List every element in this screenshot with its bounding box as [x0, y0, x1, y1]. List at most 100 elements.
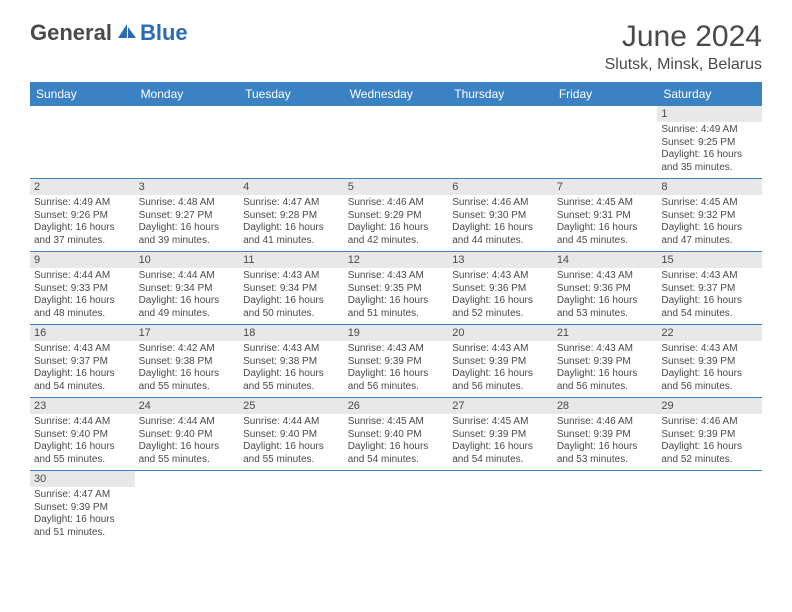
day-content: Sunrise: 4:43 AMSunset: 9:34 PMDaylight:…: [239, 268, 344, 324]
sunset-text: Sunset: 9:39 PM: [452, 356, 549, 369]
daylight-text: Daylight: 16 hours and 44 minutes.: [452, 222, 549, 247]
sunrise-text: Sunrise: 4:43 AM: [348, 343, 445, 356]
calendar-day-cell: 8Sunrise: 4:45 AMSunset: 9:32 PMDaylight…: [657, 179, 762, 252]
logo-text-general: General: [30, 20, 112, 46]
day-content: Sunrise: 4:44 AMSunset: 9:40 PMDaylight:…: [239, 414, 344, 470]
day-number: 8: [657, 179, 762, 195]
sunset-text: Sunset: 9:33 PM: [34, 283, 131, 296]
calendar-day-cell: [30, 106, 135, 179]
calendar-day-cell: 28Sunrise: 4:46 AMSunset: 9:39 PMDayligh…: [553, 398, 658, 471]
day-number: 24: [135, 398, 240, 414]
daylight-text: Daylight: 16 hours and 39 minutes.: [139, 222, 236, 247]
day-number: 26: [344, 398, 449, 414]
sunrise-text: Sunrise: 4:47 AM: [243, 197, 340, 210]
calendar-day-cell: 1Sunrise: 4:49 AMSunset: 9:25 PMDaylight…: [657, 106, 762, 179]
daylight-text: Daylight: 16 hours and 55 minutes.: [139, 368, 236, 393]
calendar-day-cell: 2Sunrise: 4:49 AMSunset: 9:26 PMDaylight…: [30, 179, 135, 252]
sunrise-text: Sunrise: 4:43 AM: [661, 270, 758, 283]
daylight-text: Daylight: 16 hours and 48 minutes.: [34, 295, 131, 320]
daylight-text: Daylight: 16 hours and 35 minutes.: [661, 149, 758, 174]
daylight-text: Daylight: 16 hours and 37 minutes.: [34, 222, 131, 247]
calendar-day-cell: [553, 471, 658, 544]
weekday-header: Tuesday: [239, 82, 344, 106]
daylight-text: Daylight: 16 hours and 45 minutes.: [557, 222, 654, 247]
day-number: 5: [344, 179, 449, 195]
sunset-text: Sunset: 9:37 PM: [661, 283, 758, 296]
day-number: 30: [30, 471, 135, 487]
day-number: 18: [239, 325, 344, 341]
day-number: 12: [344, 252, 449, 268]
sunrise-text: Sunrise: 4:47 AM: [34, 489, 131, 502]
sunset-text: Sunset: 9:32 PM: [661, 210, 758, 223]
daylight-text: Daylight: 16 hours and 42 minutes.: [348, 222, 445, 247]
daylight-text: Daylight: 16 hours and 52 minutes.: [452, 295, 549, 320]
day-number: 1: [657, 106, 762, 122]
calendar-day-cell: 4Sunrise: 4:47 AMSunset: 9:28 PMDaylight…: [239, 179, 344, 252]
sunrise-text: Sunrise: 4:49 AM: [34, 197, 131, 210]
day-number: 17: [135, 325, 240, 341]
day-number: 3: [135, 179, 240, 195]
day-number: 21: [553, 325, 658, 341]
weekday-header: Wednesday: [344, 82, 449, 106]
day-content: Sunrise: 4:43 AMSunset: 9:35 PMDaylight:…: [344, 268, 449, 324]
calendar-day-cell: 22Sunrise: 4:43 AMSunset: 9:39 PMDayligh…: [657, 325, 762, 398]
daylight-text: Daylight: 16 hours and 56 minutes.: [661, 368, 758, 393]
daylight-text: Daylight: 16 hours and 50 minutes.: [243, 295, 340, 320]
calendar-day-cell: 20Sunrise: 4:43 AMSunset: 9:39 PMDayligh…: [448, 325, 553, 398]
daylight-text: Daylight: 16 hours and 56 minutes.: [348, 368, 445, 393]
day-content: Sunrise: 4:42 AMSunset: 9:38 PMDaylight:…: [135, 341, 240, 397]
calendar-day-cell: 14Sunrise: 4:43 AMSunset: 9:36 PMDayligh…: [553, 252, 658, 325]
sail-icon: [116, 22, 138, 45]
sunset-text: Sunset: 9:40 PM: [243, 429, 340, 442]
day-number: 13: [448, 252, 553, 268]
sunset-text: Sunset: 9:27 PM: [139, 210, 236, 223]
sunset-text: Sunset: 9:40 PM: [139, 429, 236, 442]
calendar-day-cell: 19Sunrise: 4:43 AMSunset: 9:39 PMDayligh…: [344, 325, 449, 398]
day-content: Sunrise: 4:43 AMSunset: 9:39 PMDaylight:…: [448, 341, 553, 397]
sunrise-text: Sunrise: 4:48 AM: [139, 197, 236, 210]
calendar-day-cell: [448, 471, 553, 544]
day-content: Sunrise: 4:45 AMSunset: 9:39 PMDaylight:…: [448, 414, 553, 470]
sunrise-text: Sunrise: 4:42 AM: [139, 343, 236, 356]
daylight-text: Daylight: 16 hours and 55 minutes.: [243, 441, 340, 466]
day-content: Sunrise: 4:44 AMSunset: 9:40 PMDaylight:…: [135, 414, 240, 470]
weekday-header: Sunday: [30, 82, 135, 106]
day-number: 27: [448, 398, 553, 414]
weekday-header-row: Sunday Monday Tuesday Wednesday Thursday…: [30, 82, 762, 106]
calendar-week-row: 1Sunrise: 4:49 AMSunset: 9:25 PMDaylight…: [30, 106, 762, 179]
weekday-header: Monday: [135, 82, 240, 106]
day-number: 7: [553, 179, 658, 195]
calendar-day-cell: 24Sunrise: 4:44 AMSunset: 9:40 PMDayligh…: [135, 398, 240, 471]
daylight-text: Daylight: 16 hours and 52 minutes.: [661, 441, 758, 466]
day-content: Sunrise: 4:46 AMSunset: 9:30 PMDaylight:…: [448, 195, 553, 251]
day-number: 15: [657, 252, 762, 268]
day-content: Sunrise: 4:45 AMSunset: 9:32 PMDaylight:…: [657, 195, 762, 251]
day-content: Sunrise: 4:46 AMSunset: 9:39 PMDaylight:…: [553, 414, 658, 470]
daylight-text: Daylight: 16 hours and 55 minutes.: [243, 368, 340, 393]
calendar-day-cell: [239, 106, 344, 179]
sunset-text: Sunset: 9:40 PM: [34, 429, 131, 442]
day-content: Sunrise: 4:44 AMSunset: 9:33 PMDaylight:…: [30, 268, 135, 324]
day-content: Sunrise: 4:49 AMSunset: 9:25 PMDaylight:…: [657, 122, 762, 178]
month-title: June 2024: [605, 20, 762, 54]
calendar-week-row: 23Sunrise: 4:44 AMSunset: 9:40 PMDayligh…: [30, 398, 762, 471]
day-number: 19: [344, 325, 449, 341]
calendar-day-cell: 18Sunrise: 4:43 AMSunset: 9:38 PMDayligh…: [239, 325, 344, 398]
sunset-text: Sunset: 9:34 PM: [139, 283, 236, 296]
sunset-text: Sunset: 9:30 PM: [452, 210, 549, 223]
sunset-text: Sunset: 9:39 PM: [452, 429, 549, 442]
day-number: 28: [553, 398, 658, 414]
day-number: 4: [239, 179, 344, 195]
calendar-day-cell: [657, 471, 762, 544]
sunset-text: Sunset: 9:26 PM: [34, 210, 131, 223]
calendar-day-cell: 16Sunrise: 4:43 AMSunset: 9:37 PMDayligh…: [30, 325, 135, 398]
calendar-day-cell: [344, 471, 449, 544]
sunset-text: Sunset: 9:39 PM: [661, 356, 758, 369]
calendar-day-cell: [135, 106, 240, 179]
sunset-text: Sunset: 9:37 PM: [34, 356, 131, 369]
day-content: Sunrise: 4:43 AMSunset: 9:36 PMDaylight:…: [553, 268, 658, 324]
day-content: Sunrise: 4:43 AMSunset: 9:39 PMDaylight:…: [344, 341, 449, 397]
logo-text-blue: Blue: [140, 20, 188, 46]
sunset-text: Sunset: 9:29 PM: [348, 210, 445, 223]
day-content: Sunrise: 4:48 AMSunset: 9:27 PMDaylight:…: [135, 195, 240, 251]
